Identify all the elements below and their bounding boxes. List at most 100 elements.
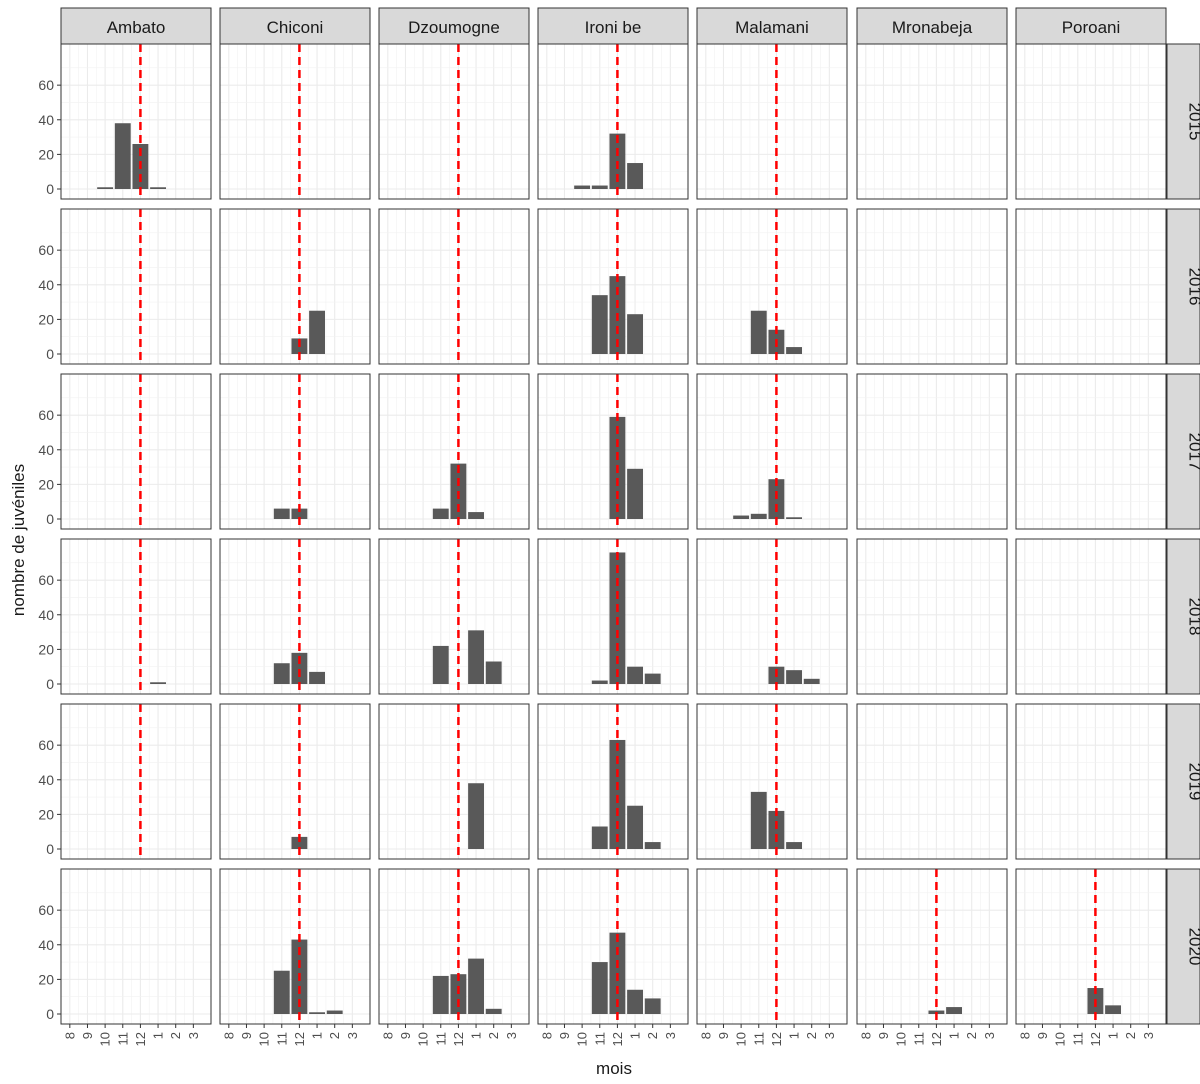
x-tick-label: 11	[911, 1032, 926, 1046]
x-tick-label: 8	[221, 1032, 236, 1039]
strip-label-row: 2015	[1186, 103, 1200, 141]
x-tick-label: 10	[575, 1032, 590, 1046]
bar-juveniles-malamani-2018-m1	[786, 670, 802, 684]
x-tick-label: 3	[345, 1032, 360, 1039]
strip-label-column: Malamani	[735, 18, 809, 37]
bar-juveniles-ironi-be-2017-m1	[627, 469, 643, 519]
bar-juveniles-malamani-2016-m11	[751, 311, 767, 354]
bar-juveniles-ironi-be-2019-m1	[627, 806, 643, 849]
bar-juveniles-dzoumogne-2017-m1	[468, 512, 484, 519]
x-tick-label: 2	[645, 1032, 660, 1039]
bar-juveniles-chiconi-2020-m2	[327, 1011, 343, 1014]
x-tick-label: 3	[1141, 1032, 1156, 1039]
panel-background	[220, 44, 370, 199]
y-tick-label: 60	[38, 242, 54, 258]
bar-juveniles-ironi-be-2016-m11	[592, 295, 608, 354]
x-tick-label: 8	[858, 1032, 873, 1039]
panel-background	[379, 44, 529, 199]
x-tick-label: 12	[1088, 1032, 1103, 1046]
panel-background	[857, 539, 1007, 694]
x-tick-label: 11	[592, 1032, 607, 1046]
panel-background	[1016, 704, 1166, 859]
x-tick-label: 1	[151, 1032, 166, 1039]
x-tick-label: 11	[115, 1032, 130, 1046]
strip-label-row: 2020	[1186, 928, 1200, 966]
y-tick-label: 20	[38, 971, 54, 987]
bar-juveniles-chiconi-2020-m11	[274, 971, 290, 1014]
bar-juveniles-ironi-be-2020-m1	[627, 990, 643, 1014]
bar-juveniles-mronabeja-2020-m1	[946, 1007, 962, 1014]
bar-juveniles-dzoumogne-2019-m1	[468, 783, 484, 849]
bar-juveniles-dzoumogne-2020-m11	[433, 976, 449, 1014]
panel-background	[857, 44, 1007, 199]
x-tick-label: 1	[628, 1032, 643, 1039]
strip-label-row: 2019	[1186, 763, 1200, 801]
y-axis-title: nombre de juvéniles	[9, 464, 28, 616]
strip-label-row: 2016	[1186, 268, 1200, 306]
x-tick-label: 1	[787, 1032, 802, 1039]
panel-background	[697, 44, 847, 199]
y-tick-label: 40	[38, 937, 54, 953]
strip-label-row: 2017	[1186, 433, 1200, 471]
bar-juveniles-malamani-2017-m11	[751, 514, 767, 519]
y-tick-label: 0	[46, 1006, 54, 1022]
x-tick-label: 9	[1035, 1032, 1050, 1039]
x-tick-label: 9	[80, 1032, 95, 1039]
bar-juveniles-ironi-be-2018-m1	[627, 667, 643, 684]
panel-background	[61, 539, 211, 694]
y-tick-label: 60	[38, 77, 54, 93]
bar-juveniles-dzoumogne-2018-m2	[486, 662, 502, 685]
x-tick-label: 10	[257, 1032, 272, 1046]
bar-juveniles-malamani-2017-m10	[733, 516, 749, 519]
panel-background	[1016, 539, 1166, 694]
panel-background	[379, 704, 529, 859]
x-tick-label: 8	[539, 1032, 554, 1039]
panel-background	[857, 704, 1007, 859]
y-tick-label: 40	[38, 607, 54, 623]
y-tick-label: 60	[38, 572, 54, 588]
panel-background	[857, 374, 1007, 529]
bar-juveniles-malamani-2019-m12	[768, 811, 784, 849]
bar-juveniles-chiconi-2016-m1	[309, 311, 325, 354]
panel-background	[857, 209, 1007, 364]
bar-juveniles-dzoumogne-2017-m11	[433, 509, 449, 519]
x-tick-label: 1	[947, 1032, 962, 1039]
x-tick-label: 9	[398, 1032, 413, 1039]
bar-juveniles-ironi-be-2015-m1	[627, 163, 643, 189]
panel-background	[1016, 374, 1166, 529]
y-tick-label: 0	[46, 181, 54, 197]
x-tick-label: 9	[557, 1032, 572, 1039]
y-tick-label: 20	[38, 311, 54, 327]
panel-background	[220, 374, 370, 529]
bar-juveniles-ambato-2018-m1	[150, 682, 166, 684]
x-tick-label: 2	[168, 1032, 183, 1039]
bar-juveniles-malamani-2019-m11	[751, 792, 767, 849]
y-tick-label: 40	[38, 772, 54, 788]
y-tick-label: 60	[38, 407, 54, 423]
bar-juveniles-ironi-be-2015-m11	[592, 186, 608, 189]
bar-juveniles-malamani-2017-m1	[786, 517, 802, 519]
bar-juveniles-ambato-2015-m1	[150, 187, 166, 189]
x-tick-label: 11	[751, 1032, 766, 1046]
panel-background	[61, 209, 211, 364]
bar-juveniles-ironi-be-2018-m11	[592, 681, 608, 684]
x-tick-label: 10	[734, 1032, 749, 1046]
bar-juveniles-chiconi-2020-m1	[309, 1012, 325, 1014]
panel-background	[1016, 44, 1166, 199]
bar-juveniles-malamani-2016-m1	[786, 347, 802, 354]
x-tick-label: 3	[186, 1032, 201, 1039]
bar-juveniles-ironi-be-2019-m2	[645, 842, 661, 849]
x-tick-label: 2	[327, 1032, 342, 1039]
y-tick-label: 0	[46, 841, 54, 857]
panel-background	[379, 539, 529, 694]
x-tick-label: 3	[822, 1032, 837, 1039]
y-tick-label: 20	[38, 146, 54, 162]
y-tick-label: 60	[38, 902, 54, 918]
x-tick-label: 12	[769, 1032, 784, 1046]
x-tick-label: 1	[469, 1032, 484, 1039]
panel-background	[697, 869, 847, 1024]
y-tick-label: 60	[38, 737, 54, 753]
bar-juveniles-dzoumogne-2020-m2	[486, 1009, 502, 1014]
